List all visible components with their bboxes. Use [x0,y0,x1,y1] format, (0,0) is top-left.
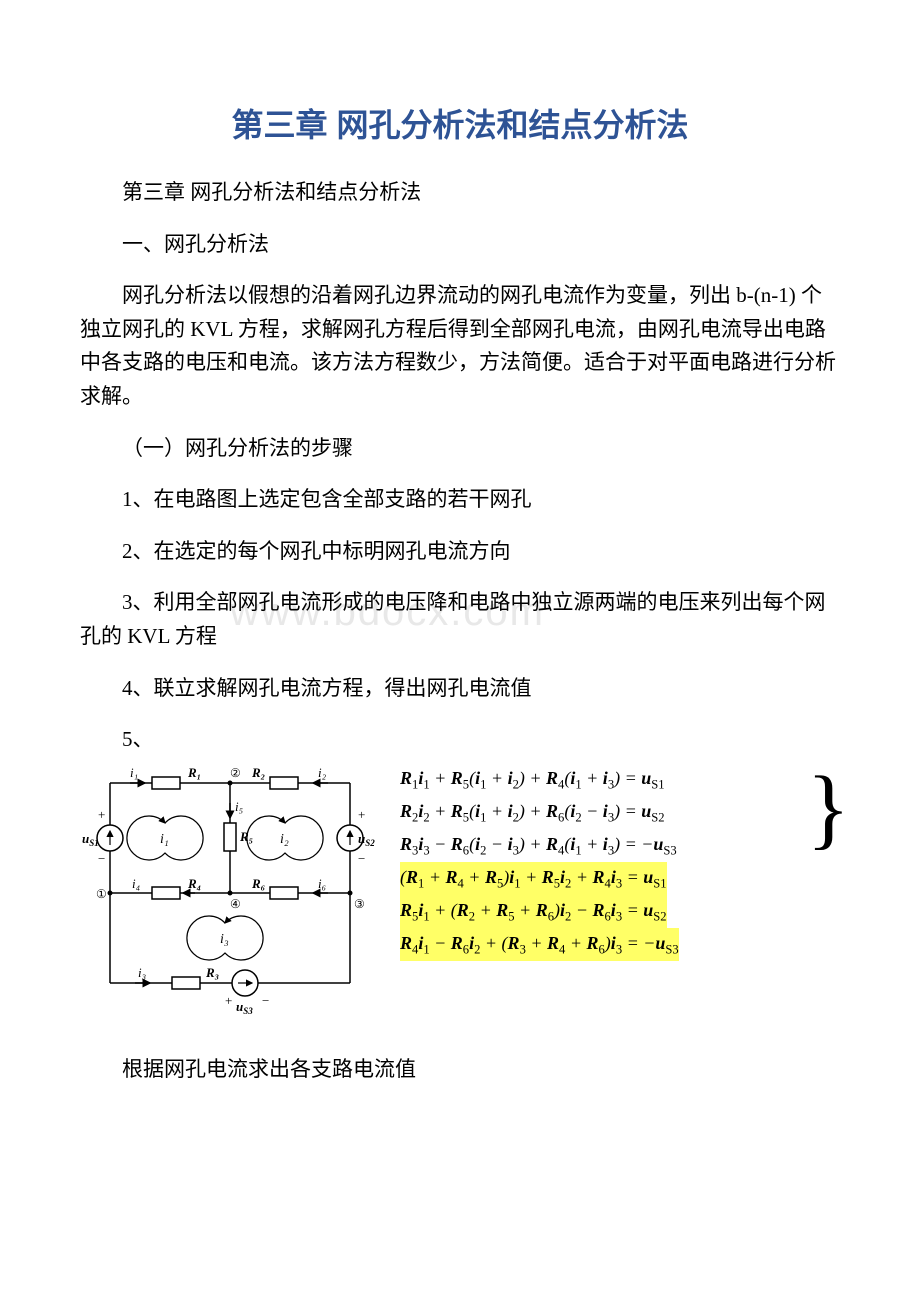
svg-text:i₆: i₆ [318,876,326,891]
step-5: 5、 [80,723,840,753]
svg-text:uS3: uS3 [236,999,253,1016]
svg-text:i₂: i₂ [318,765,327,780]
paragraph-conclusion: 根据网孔电流求出各支路电流值 [80,1053,840,1087]
svg-text:−: − [358,851,365,866]
equation-3: R3i3 − R6(i2 − i3) + R4(i1 + i3) = −uS3 [400,829,840,862]
svg-text:uS2: uS2 [358,831,375,848]
svg-text:i₁: i₁ [130,765,138,780]
svg-text:+: + [98,807,105,822]
svg-text:i₄: i₄ [132,876,141,891]
step-1: 1、在电路图上选定包含全部支路的若干网孔 [80,483,840,517]
svg-text:①: ① [96,887,107,901]
section-heading: 一、网孔分析法 [80,228,840,262]
equations-block: R1i1 + R5(i1 + i2) + R4(i1 + i3) = uS1 R… [380,763,840,961]
equation-6-highlighted: R4i1 − R6i2 + (R3 + R4 + R6)i3 = −uS3 [400,928,679,961]
svg-text:R₄: R₄ [187,876,201,891]
subtitle: 第三章 网孔分析法和结点分析法 [80,176,840,210]
svg-text:−: − [98,851,105,866]
svg-text:R₅: R₅ [239,829,253,844]
step-heading: （一）网孔分析法的步骤 [80,432,840,466]
svg-text:R₃: R₃ [205,965,219,980]
svg-text:R₂: R₂ [251,765,265,780]
svg-text:③: ③ [354,897,365,911]
svg-text:i₂: i₂ [280,832,289,847]
svg-text:+: + [225,993,232,1008]
svg-text:i₁: i₁ [160,832,169,847]
svg-text:+: + [358,807,365,822]
svg-text:R₆: R₆ [251,876,266,891]
paragraph-intro: 网孔分析法以假想的沿着网孔边界流动的网孔电流作为变量，列出 b-(n-1) 个独… [80,279,840,413]
svg-text:i₅: i₅ [235,799,243,814]
equation-4-highlighted: (R1 + R4 + R5)i1 + R5i2 + R4i3 = uS1 [400,862,667,895]
page-title: 第三章 网孔分析法和结点分析法 [80,100,840,146]
equation-5-highlighted: R5i1 + (R2 + R5 + R6)i2 − R6i3 = uS2 [400,895,667,928]
step-4: 4、联立求解网孔电流方程，得出网孔电流值 [80,672,840,706]
svg-text:−: − [262,993,269,1008]
brace-icon: } [807,768,850,849]
svg-text:i₃: i₃ [220,932,229,947]
svg-text:R₁: R₁ [187,765,201,780]
figure-row: ① ② ③ ④ i₁ R₁ R₂ i₂ i₅ R₅ i₁ i₂ i₃ uS1 u… [80,763,840,1028]
svg-text:②: ② [230,766,241,780]
step-2: 2、在选定的每个网孔中标明网孔电流方向 [80,535,840,569]
svg-text:i₃: i₃ [138,965,146,980]
svg-text:uS1: uS1 [82,831,99,848]
equation-1: R1i1 + R5(i1 + i2) + R4(i1 + i3) = uS1 [400,763,840,796]
step-3: 3、利用全部网孔电流形成的电压降和电路中独立源两端的电压来列出每个网孔的 KVL… [80,586,840,653]
equation-2: R2i2 + R5(i1 + i2) + R6(i2 − i3) = uS2 [400,796,840,829]
svg-text:④: ④ [230,897,241,911]
circuit-diagram: ① ② ③ ④ i₁ R₁ R₂ i₂ i₅ R₅ i₁ i₂ i₃ uS1 u… [80,763,380,1028]
